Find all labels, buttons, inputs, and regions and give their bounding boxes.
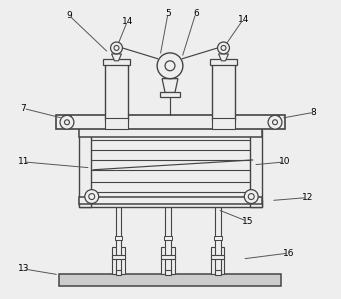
Bar: [271, 115, 279, 122]
Text: 15: 15: [241, 217, 253, 226]
Text: 14: 14: [122, 17, 133, 26]
Circle shape: [268, 115, 282, 129]
Circle shape: [272, 120, 278, 125]
Bar: [79, 199, 262, 208]
Bar: [105, 63, 129, 120]
Bar: [59, 274, 281, 286]
Circle shape: [114, 45, 119, 51]
Bar: [213, 236, 222, 240]
Bar: [214, 270, 221, 275]
Bar: [212, 118, 235, 129]
Text: 5: 5: [165, 9, 171, 18]
Polygon shape: [112, 54, 121, 61]
Text: 7: 7: [20, 104, 26, 113]
Polygon shape: [219, 54, 228, 61]
Bar: [250, 130, 262, 208]
Bar: [112, 255, 125, 259]
Bar: [211, 247, 214, 274]
Text: 6: 6: [193, 9, 199, 18]
Text: 11: 11: [18, 157, 29, 166]
Bar: [116, 270, 121, 275]
Bar: [246, 193, 256, 196]
Circle shape: [85, 190, 99, 204]
Text: 9: 9: [66, 11, 72, 20]
Text: 14: 14: [238, 15, 249, 24]
Text: 8: 8: [311, 108, 316, 117]
Circle shape: [60, 115, 74, 129]
Circle shape: [110, 42, 122, 54]
Bar: [79, 130, 91, 208]
Bar: [161, 247, 165, 274]
Bar: [112, 247, 116, 274]
Bar: [121, 247, 125, 274]
Circle shape: [64, 120, 70, 125]
Bar: [212, 63, 235, 120]
Bar: [164, 236, 172, 240]
Bar: [56, 115, 285, 129]
Text: 12: 12: [302, 193, 313, 202]
Text: 13: 13: [18, 264, 29, 273]
Polygon shape: [162, 79, 178, 92]
Text: 10: 10: [279, 157, 291, 166]
Bar: [63, 115, 71, 122]
Bar: [87, 193, 97, 196]
Bar: [79, 127, 262, 137]
Bar: [161, 255, 175, 259]
Bar: [115, 236, 122, 240]
Circle shape: [89, 193, 95, 199]
Bar: [221, 247, 224, 274]
Bar: [103, 59, 130, 65]
Bar: [171, 247, 175, 274]
Circle shape: [218, 42, 229, 54]
Bar: [165, 270, 171, 275]
Bar: [210, 59, 237, 65]
Bar: [211, 255, 224, 259]
Circle shape: [221, 45, 226, 51]
Circle shape: [157, 53, 183, 79]
Bar: [160, 91, 180, 97]
Circle shape: [248, 193, 254, 199]
Bar: [105, 118, 129, 129]
Circle shape: [244, 190, 258, 204]
Bar: [79, 196, 262, 205]
Text: 16: 16: [283, 248, 295, 257]
Circle shape: [165, 61, 175, 71]
